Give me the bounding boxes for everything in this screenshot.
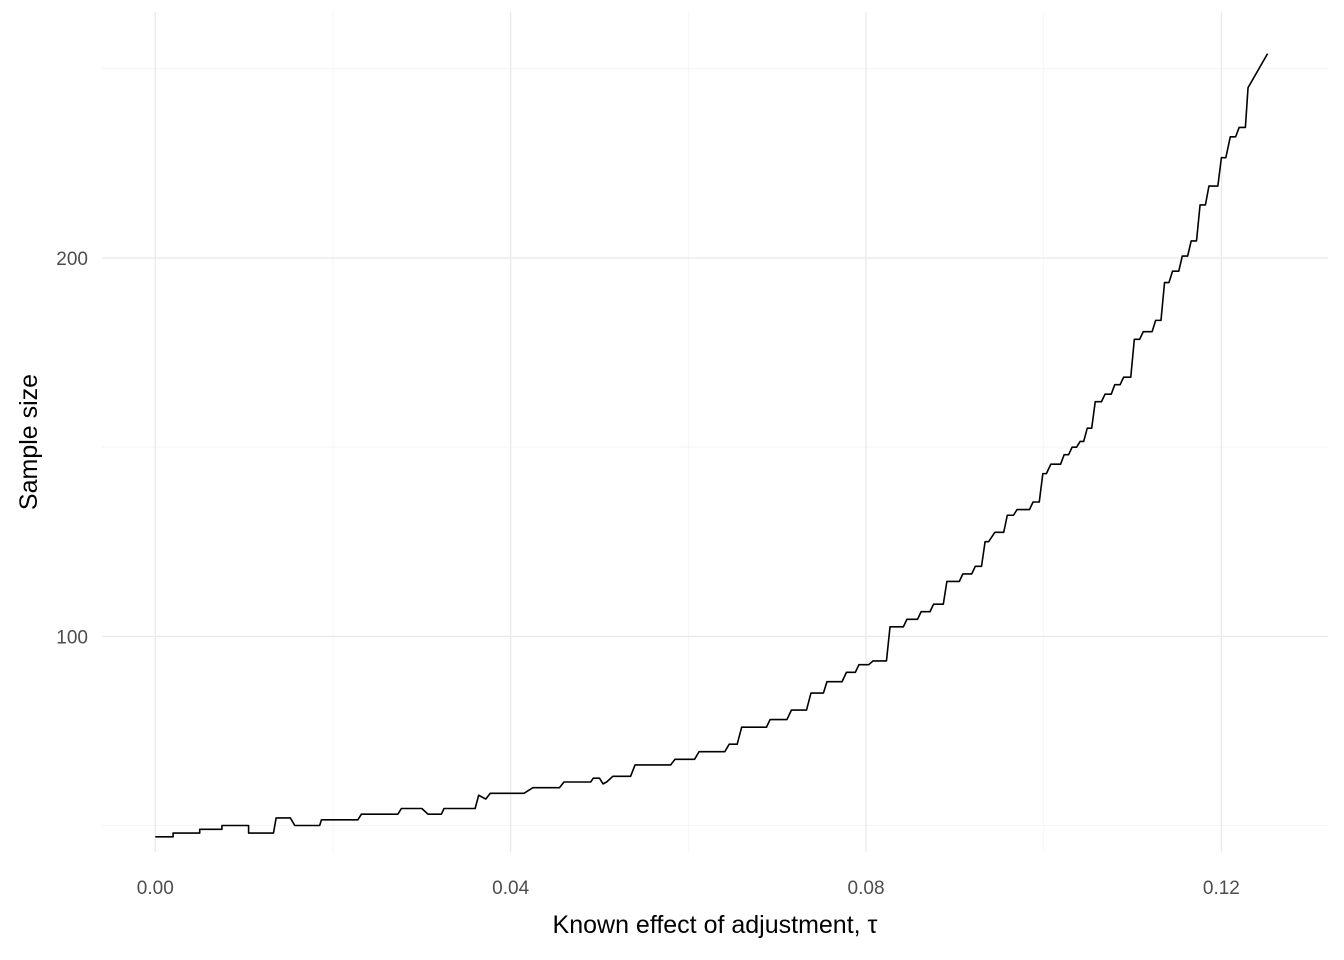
x-axis-ticks: 0.00 0.04 0.08 0.12 (137, 878, 1240, 899)
series-layer (155, 53, 1269, 838)
x-tick-label: 0.08 (848, 878, 885, 899)
y-tick-label: 200 (56, 249, 88, 270)
y-tick-label: 100 (56, 627, 88, 648)
x-tick-label: 0.04 (492, 878, 529, 899)
grid (102, 12, 1328, 852)
x-axis-title: Known effect of adjustment, τ (553, 911, 878, 939)
series-line (155, 53, 1269, 838)
x-tick-label: 0.00 (137, 878, 174, 899)
x-tick-label: 0.12 (1203, 878, 1240, 899)
y-axis-ticks: 100 200 (56, 249, 88, 648)
y-axis-title: Sample size (15, 374, 43, 510)
